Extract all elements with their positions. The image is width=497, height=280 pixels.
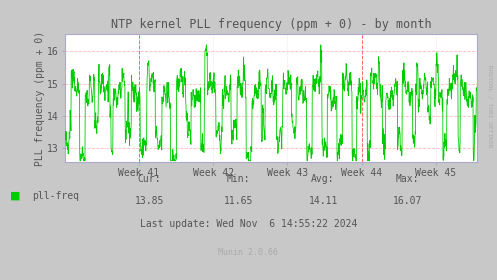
Text: ■: ■ [10, 191, 20, 201]
Text: Last update: Wed Nov  6 14:55:22 2024: Last update: Wed Nov 6 14:55:22 2024 [140, 219, 357, 229]
Y-axis label: PLL frequency (ppm + 0): PLL frequency (ppm + 0) [34, 31, 45, 165]
Text: Avg:: Avg: [311, 174, 335, 184]
Text: 16.07: 16.07 [393, 196, 422, 206]
Text: Cur:: Cur: [137, 174, 161, 184]
Text: Min:: Min: [227, 174, 250, 184]
Text: 13.85: 13.85 [134, 196, 164, 206]
Text: 11.65: 11.65 [224, 196, 253, 206]
Title: NTP kernel PLL frequency (ppm + 0) - by month: NTP kernel PLL frequency (ppm + 0) - by … [110, 18, 431, 31]
Text: pll-freq: pll-freq [32, 191, 80, 201]
Text: Munin 2.0.66: Munin 2.0.66 [219, 248, 278, 257]
Text: Max:: Max: [396, 174, 419, 184]
Text: 14.11: 14.11 [308, 196, 338, 206]
Text: RRDTOOL / TOBI OETIKER: RRDTOOL / TOBI OETIKER [487, 65, 492, 148]
